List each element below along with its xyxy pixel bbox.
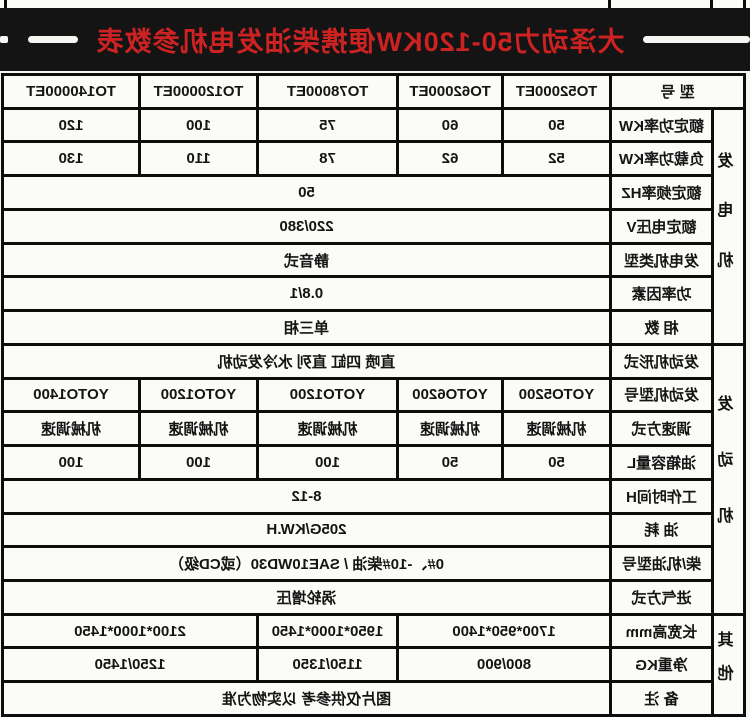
spec-value: YOTO1200: [257, 378, 398, 412]
spec-value: 110: [139, 141, 258, 176]
row-label: 长宽高mm: [610, 614, 713, 648]
row-label: 负载功率KW: [610, 141, 713, 176]
spec-value: 机械调速: [257, 411, 398, 446]
spec-value: 1700*950*1400: [397, 614, 611, 648]
row-label: 调速方式: [610, 411, 713, 446]
spec-value: 62: [397, 141, 503, 176]
row-label: 发电机类型: [610, 243, 713, 277]
row-label: 相 数: [610, 310, 713, 345]
spec-value: 78: [257, 141, 398, 176]
spec-value: 机械调速: [502, 411, 611, 446]
spec-value: 0#、-10#柴油 / SAE10WD30（或CD级）: [2, 546, 611, 581]
spec-value: TO78000ET: [257, 74, 398, 109]
spec-value: YOTO1200: [139, 378, 258, 412]
spec-value: 60: [397, 108, 503, 142]
row-label: 油箱容量L: [610, 445, 713, 480]
spec-value: 100: [139, 108, 258, 142]
spec-value: 涡轮增压: [2, 580, 611, 615]
row-label: 油 耗: [610, 513, 713, 547]
row-label: 进气方式: [610, 580, 713, 615]
spec-value: TO140000ET: [2, 74, 140, 109]
spec-value: 机械调速: [139, 411, 258, 446]
banner-dash-left: [642, 36, 750, 43]
row-label: 功率因素: [610, 276, 713, 311]
spec-value: 50: [502, 445, 611, 480]
spec-value: 机械调速: [397, 411, 503, 446]
banner-square-right: [0, 36, 8, 43]
grid-line: [743, 0, 746, 8]
row-label: 净重KG: [610, 647, 713, 682]
group-label: 其他: [712, 614, 745, 716]
row-label: 额定功率KW: [610, 108, 713, 142]
spec-value: 0.8/1: [2, 276, 611, 311]
spec-value: 50: [2, 175, 611, 210]
banner-dash-right: [27, 36, 78, 43]
spec-table: 型 号 TO52000ET TO62000ET TO78000ET TO120000ET…: [0, 73, 746, 717]
spec-value: TO120000ET: [139, 74, 258, 109]
group-label: 发动机: [712, 344, 745, 615]
row-label: 额定电压V: [610, 209, 713, 244]
spec-value: 120: [2, 108, 140, 142]
spec-value: 100: [257, 445, 398, 480]
row-label: 发动机型号: [610, 378, 713, 412]
row-label: 型 号: [610, 74, 745, 109]
spec-value: 50: [502, 108, 611, 142]
spec-value: 100: [2, 445, 140, 480]
spec-value: YOTO1400: [2, 378, 140, 412]
spec-value: 1150/1350: [257, 647, 398, 682]
spec-value: 单三相: [2, 310, 611, 345]
grid-line: [710, 0, 713, 8]
spec-value: TO62000ET: [397, 74, 503, 109]
spec-value: 100: [139, 445, 258, 480]
row-label: 发动机形式: [610, 344, 713, 379]
spec-value: 205G/KW.H: [2, 513, 611, 547]
title-banner: 大泽动力50-120KW便携柴油发电机参数表: [0, 8, 750, 71]
spec-value: TO52000ET: [502, 74, 611, 109]
row-label: 额定频率HZ: [610, 175, 713, 210]
grid-line: [4, 0, 7, 8]
row-label: 备 注: [610, 681, 713, 716]
spec-value: 52: [502, 141, 611, 176]
row-label: 工作时间H: [610, 479, 713, 514]
spec-value: 50: [397, 445, 503, 480]
spec-value: YOTO6200: [397, 378, 503, 412]
banner-title: 大泽动力50-120KW便携柴油发电机参数表: [95, 27, 625, 57]
spec-value: 130: [2, 141, 140, 176]
spec-value: 800/900: [397, 647, 611, 682]
grid-line: [608, 0, 611, 8]
spec-value: 2100*1000*1450: [2, 614, 258, 648]
row-label: 柴/机油型号: [610, 546, 713, 581]
spec-value: 图片仅供参考 以实物为准: [2, 681, 611, 716]
spec-value: 静音式: [2, 243, 611, 277]
top-row-remnant: [0, 0, 750, 8]
spec-value: 直喷 四缸 直列 水冷发动机: [2, 344, 611, 379]
spec-value: 8-12: [2, 479, 611, 514]
spec-value: 1950*1000*1450: [257, 614, 398, 648]
group-label: 发电机: [712, 108, 745, 345]
spec-value: YOTO5200: [502, 378, 611, 412]
spec-value: 75: [257, 108, 398, 142]
spec-value: 1250/1450: [2, 647, 258, 682]
spec-value: 机械调速: [2, 411, 140, 446]
spec-value: 220/380: [2, 209, 611, 244]
